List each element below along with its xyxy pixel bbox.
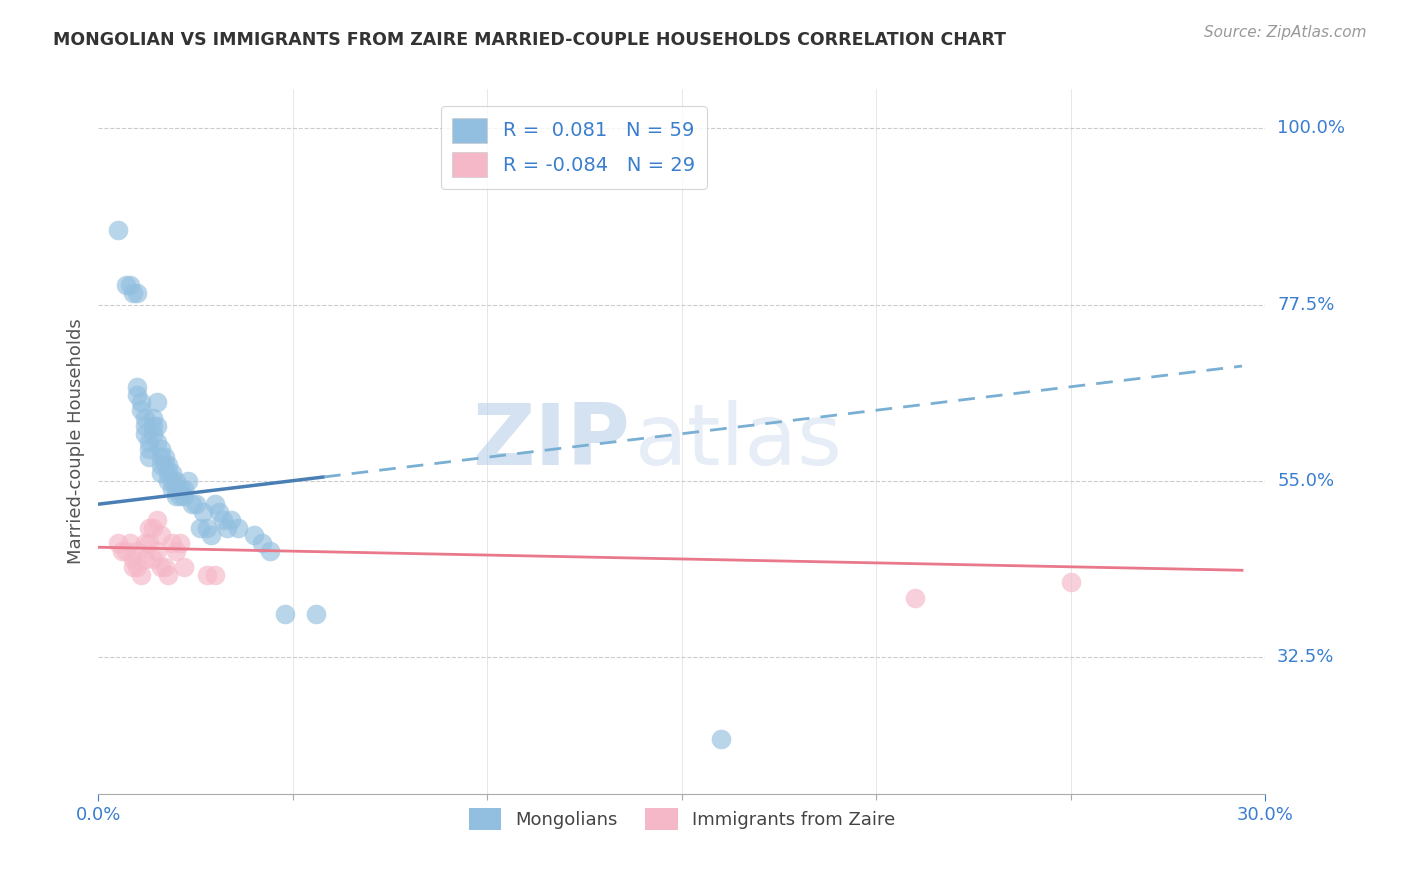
Point [165, 482, 187, 496]
Point [243, 528, 266, 542]
Point [107, 536, 129, 550]
Point [129, 567, 152, 582]
Point [118, 536, 141, 550]
Point [180, 497, 202, 511]
Point [228, 521, 250, 535]
Point [184, 497, 207, 511]
Point [188, 521, 211, 535]
Point [149, 528, 172, 542]
Point [204, 567, 226, 582]
Point [215, 521, 238, 535]
Point [162, 482, 184, 496]
Text: MONGOLIAN VS IMMIGRANTS FROM ZAIRE MARRIED-COUPLE HOUSEHOLDS CORRELATION CHART: MONGOLIAN VS IMMIGRANTS FROM ZAIRE MARRI… [53, 31, 1007, 49]
Point [138, 442, 160, 457]
Point [157, 567, 180, 582]
Point [149, 458, 172, 472]
Point [142, 418, 165, 433]
Text: 100.0%: 100.0% [1277, 120, 1346, 137]
Text: atlas: atlas [636, 400, 844, 483]
Point [118, 277, 141, 292]
Point [195, 521, 218, 535]
Point [204, 497, 226, 511]
Point [250, 536, 273, 550]
Point [169, 536, 191, 550]
Point [142, 411, 165, 425]
Point [193, 505, 215, 519]
Text: ZIP: ZIP [471, 400, 630, 483]
Point [146, 418, 169, 433]
Point [1060, 575, 1083, 590]
Point [195, 567, 218, 582]
Point [173, 482, 195, 496]
Text: 55.0%: 55.0% [1277, 472, 1334, 490]
Point [146, 395, 169, 409]
Point [122, 559, 145, 574]
Point [165, 489, 187, 503]
Point [134, 426, 156, 441]
Point [138, 450, 160, 465]
Point [146, 513, 169, 527]
Text: 77.5%: 77.5% [1277, 295, 1334, 313]
Point [138, 434, 160, 449]
Point [173, 489, 195, 503]
Point [127, 380, 149, 394]
Point [134, 536, 156, 550]
Point [134, 552, 156, 566]
Point [127, 387, 149, 401]
Point [153, 450, 176, 465]
Point [165, 474, 187, 488]
Point [114, 544, 136, 558]
Point [127, 544, 149, 558]
Point [162, 474, 184, 488]
Point [111, 544, 134, 558]
Point [162, 466, 184, 480]
Point [142, 426, 165, 441]
Point [146, 544, 169, 558]
Point [162, 536, 184, 550]
Point [157, 474, 180, 488]
Point [165, 544, 187, 558]
Point [904, 591, 927, 606]
Point [149, 559, 172, 574]
Point [114, 277, 136, 292]
Point [134, 411, 156, 425]
Point [149, 450, 172, 465]
Point [129, 403, 152, 417]
Point [142, 552, 165, 566]
Point [142, 521, 165, 535]
Point [219, 513, 242, 527]
Text: Source: ZipAtlas.com: Source: ZipAtlas.com [1204, 25, 1367, 40]
Y-axis label: Married-couple Households: Married-couple Households [66, 318, 84, 565]
Point [169, 482, 191, 496]
Point [212, 513, 235, 527]
Point [153, 458, 176, 472]
Point [157, 466, 180, 480]
Point [149, 466, 172, 480]
Point [127, 559, 149, 574]
Point [305, 607, 328, 621]
Legend: Mongolians, Immigrants from Zaire: Mongolians, Immigrants from Zaire [461, 801, 903, 838]
Point [149, 442, 172, 457]
Point [122, 285, 145, 300]
Point [200, 528, 222, 542]
Point [153, 559, 176, 574]
Point [173, 559, 195, 574]
Text: 32.5%: 32.5% [1277, 648, 1334, 665]
Point [169, 489, 191, 503]
Point [129, 395, 152, 409]
Point [122, 552, 145, 566]
Point [710, 732, 733, 747]
Point [177, 474, 200, 488]
Point [134, 418, 156, 433]
Point [274, 607, 297, 621]
Point [138, 521, 160, 535]
Point [107, 223, 129, 237]
Point [127, 285, 149, 300]
Point [146, 434, 169, 449]
Point [208, 505, 231, 519]
Point [259, 544, 281, 558]
Point [138, 536, 160, 550]
Point [157, 458, 180, 472]
